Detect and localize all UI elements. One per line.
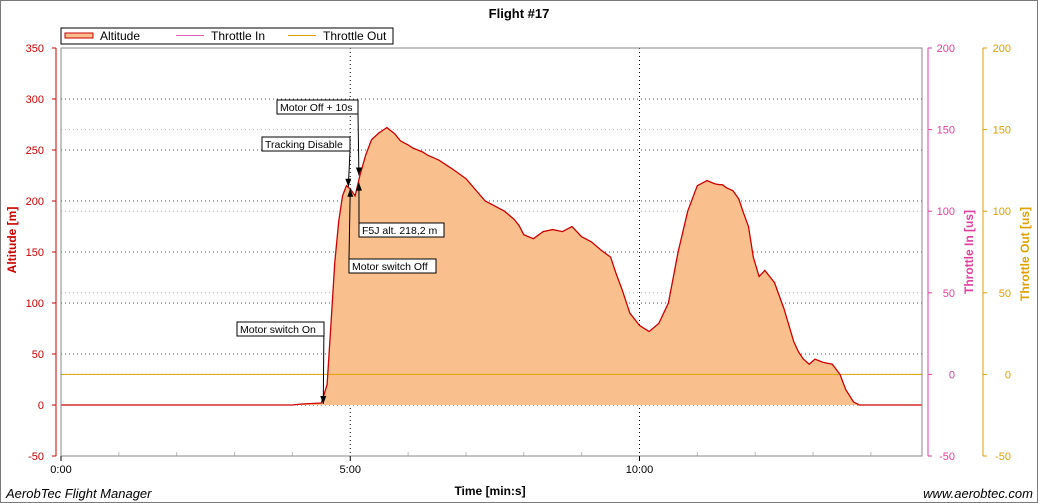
throttle-out-axis-ticks: -50 0 50 100 150 200 (982, 43, 1011, 463)
legend-throttle-out-label: Throttle Out (323, 29, 387, 43)
altitude-tick-label: 300 (26, 94, 44, 106)
altitude-tick-label: 50 (32, 349, 44, 361)
time-tick-label: 10:00 (626, 464, 654, 476)
throttle-in-tick-label: 100 (937, 206, 955, 218)
throttle-out-tick-label: 50 (999, 288, 1011, 300)
altitude-area (61, 127, 922, 405)
annotation: Motor switch On (236, 321, 327, 404)
time-tick-label: 5:00 (340, 464, 361, 476)
altitude-axis-label: Altitude [m] (5, 207, 19, 274)
legend: Altitude Throttle In Throttle Out (60, 27, 394, 45)
annotation-arrowhead (345, 178, 352, 187)
throttle-out-axis-label: Throttle Out [us] (1018, 207, 1032, 301)
legend-altitude-swatch (64, 32, 94, 39)
throttle-in-tick-label: 200 (937, 43, 955, 55)
annotation-label: Motor switch On (240, 324, 316, 336)
time-axis-ticks: 0:00 5:00 10:00 (50, 456, 653, 476)
time-tick-label: 0:00 (50, 464, 71, 476)
altitude-tick-label: 100 (26, 298, 44, 310)
annotation-leader (357, 113, 360, 176)
altitude-tick-label: -50 (28, 451, 44, 463)
time-axis-label: Time [min:s] (454, 484, 525, 498)
annotation-box (261, 136, 351, 152)
altitude-tick-label: 250 (26, 145, 44, 157)
chart-title: Flight #17 (489, 6, 550, 21)
annotation-label: F5J alt. 218,2 m (362, 225, 438, 237)
footer-app-name: AerobTec Flight Manager (5, 486, 152, 501)
throttle-out-tick-label: 200 (993, 43, 1011, 55)
annotation-box (348, 258, 437, 274)
throttle-in-tick-label: 0 (949, 369, 955, 381)
legend-throttle-in-label: Throttle In (211, 29, 265, 43)
annotation-leader (348, 188, 351, 260)
throttle-out-tick-label: 150 (993, 125, 1011, 137)
annotation-label: Motor switch Off (352, 261, 428, 273)
plot-frame (60, 47, 923, 457)
annotation-arrowhead (355, 182, 362, 191)
annotation-box (236, 321, 325, 337)
annotation: Tracking Disable (261, 136, 352, 187)
annotation-label: Tracking Disable (265, 139, 343, 151)
throttle-in-tick-label: -50 (939, 451, 955, 463)
altitude-tick-label: 0 (38, 400, 44, 412)
annotation-box (358, 222, 445, 238)
annotation-box (276, 99, 359, 115)
altitude-tick-label: 350 (26, 43, 44, 55)
annotation: F5J alt. 218,2 m (355, 182, 445, 238)
annotation: Motor switch Off (347, 188, 437, 274)
annotation-arrowhead (347, 188, 354, 197)
footer-website: www.aerobtec.com (923, 486, 1033, 501)
annotation-arrowhead (355, 167, 362, 176)
legend-box (60, 27, 394, 45)
throttle-in-axis-label: Throttle In [us] (962, 210, 976, 294)
altitude-axis-ticks: -50 0 50 100 150 200 250 300 350 (26, 43, 57, 463)
annotation-label: Motor Off + 10s (280, 102, 352, 114)
throttle-out-tick-label: -50 (995, 451, 1011, 463)
altitude-tick-label: 200 (26, 196, 44, 208)
altitude-tick-label: 150 (26, 247, 44, 259)
legend-altitude-label: Altitude (100, 29, 140, 43)
throttle-out-tick-label: 0 (1005, 369, 1011, 381)
altitude-line (61, 126, 922, 406)
throttle-in-tick-label: 150 (937, 125, 955, 137)
throttle-in-tick-label: 50 (943, 288, 955, 300)
annotation-arrowhead (320, 395, 327, 404)
annotations: Motor switch On Motor switch Off Tracking … (236, 99, 445, 404)
annotation: Motor Off + 10s (276, 99, 362, 176)
throttle-out-tick-label: 100 (993, 206, 1011, 218)
throttle-in-axis-ticks: -50 0 50 100 150 200 (927, 43, 955, 463)
